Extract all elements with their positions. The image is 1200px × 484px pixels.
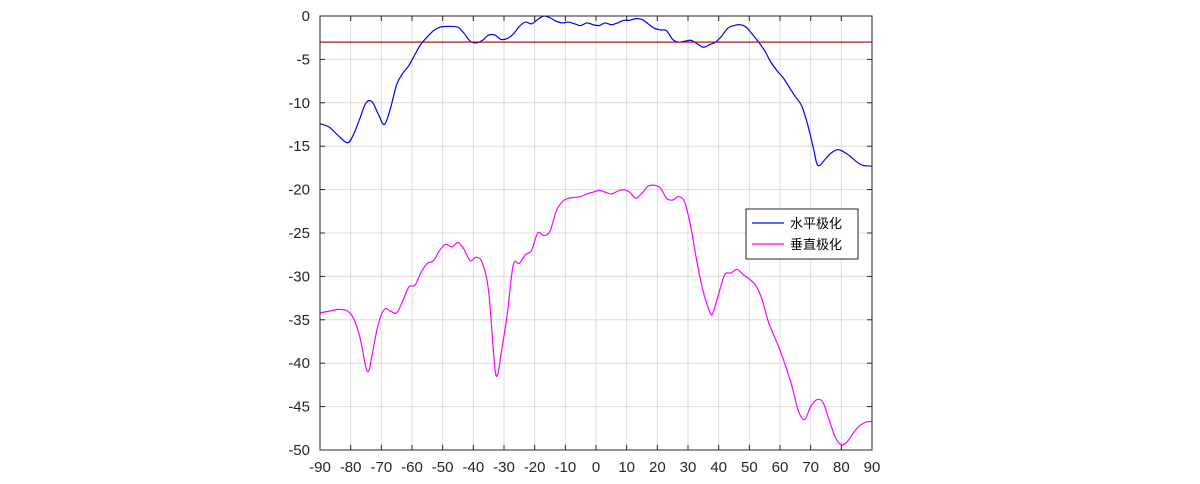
series-line-horizontal: [320, 15, 872, 167]
y-tick-label: -5: [297, 51, 310, 68]
y-tick-label: -50: [288, 442, 310, 459]
x-tick-label: -20: [524, 459, 546, 476]
series-layer: [320, 15, 872, 446]
x-tick-label: -70: [370, 459, 392, 476]
y-tick-label: 0: [302, 8, 310, 25]
x-tick-label: -90: [309, 459, 331, 476]
x-tick-label: 60: [772, 459, 789, 476]
legend-label: 垂直极化: [790, 238, 842, 253]
x-tick-label: 30: [680, 459, 697, 476]
x-tick-label: 10: [618, 459, 635, 476]
x-tick-label: 90: [864, 459, 881, 476]
x-tick-label: -30: [493, 459, 515, 476]
legend-box: [745, 208, 859, 260]
x-tick-label: 40: [710, 459, 727, 476]
x-tick-label: -80: [340, 459, 362, 476]
y-tick-label: -35: [288, 312, 310, 329]
x-tick-label: -50: [432, 459, 454, 476]
y-tick-label: -15: [288, 138, 310, 155]
x-tick-label: 20: [649, 459, 666, 476]
x-tick-label: 70: [802, 459, 819, 476]
y-tick-label: -45: [288, 399, 310, 416]
y-tick-label: -30: [288, 268, 310, 285]
x-tick-label: -10: [554, 459, 576, 476]
x-tick-label: -60: [401, 459, 423, 476]
x-tick-label: 80: [833, 459, 850, 476]
y-tick-label: -20: [288, 182, 310, 199]
x-tick-label: 50: [741, 459, 758, 476]
legend-label: 水平极化: [790, 217, 842, 232]
y-tick-label: -40: [288, 355, 310, 372]
y-tick-label: -10: [288, 95, 310, 112]
axis-ticks: -90 -80 -70 -60 -50 -40 -30 -20 -10 0 10 20 30 40 50 60…: [288, 8, 880, 476]
y-tick-label: -25: [288, 225, 310, 242]
x-tick-label: 0: [592, 459, 600, 476]
series-line-vertical: [320, 184, 872, 446]
x-tick-label: -40: [462, 459, 484, 476]
